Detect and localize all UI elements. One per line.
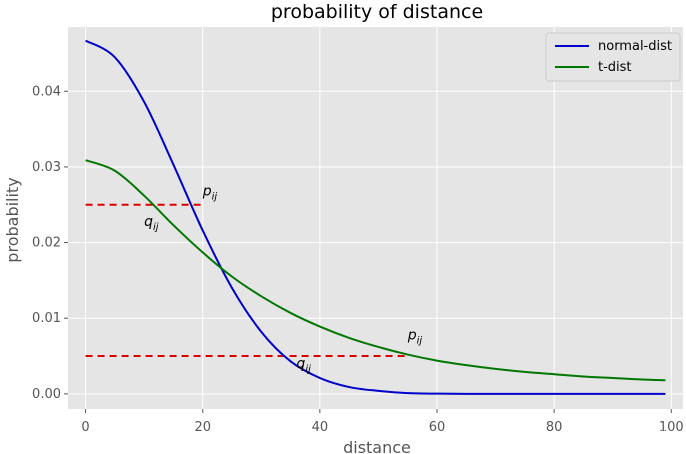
x-tick-label: 40 bbox=[312, 420, 329, 435]
chart-title: probability of distance bbox=[271, 1, 483, 23]
x-tick-label: 80 bbox=[546, 420, 563, 435]
annotation-q-ij: qij bbox=[144, 214, 159, 233]
x-axis-ticks: 0 20 40 60 80 100 bbox=[81, 409, 684, 435]
reference-lines bbox=[85, 203, 408, 358]
annotation-p-ij: pij bbox=[407, 327, 423, 346]
y-axis-ticks: 0.00 0.01 0.02 0.03 0.04 bbox=[32, 84, 68, 402]
series-line-normal-dist bbox=[85, 39, 666, 395]
series-line-t-dist bbox=[85, 159, 666, 382]
series-lines bbox=[85, 39, 666, 395]
x-axis-label: distance bbox=[343, 438, 411, 454]
watermark: CSDN @PD我是你的真爱粉 bbox=[492, 430, 668, 446]
x-tick-label: 0 bbox=[81, 420, 89, 435]
y-tick-label: 0.04 bbox=[32, 84, 61, 99]
plot-area-background bbox=[68, 27, 683, 409]
x-tick-label: 60 bbox=[429, 420, 446, 435]
y-tick-label: 0.02 bbox=[32, 236, 61, 251]
y-tick-label: 0.00 bbox=[32, 387, 61, 402]
y-tick-label: 0.03 bbox=[32, 160, 61, 175]
y-axis-label: probability bbox=[3, 177, 22, 262]
y-tick-label: 0.01 bbox=[32, 311, 61, 326]
annotation-q-ij: qij bbox=[296, 356, 311, 375]
x-tick-label: 20 bbox=[194, 420, 211, 435]
legend: normal-dist t-dist bbox=[545, 32, 681, 82]
annotation-p-ij: pij bbox=[202, 184, 218, 203]
x-tick-label: 100 bbox=[659, 420, 684, 435]
annotations: pij qij pij qij bbox=[144, 184, 422, 375]
legend-label-normal-dist: normal-dist bbox=[598, 39, 672, 54]
grid-lines bbox=[68, 27, 683, 409]
legend-label-t-dist: t-dist bbox=[598, 60, 632, 75]
